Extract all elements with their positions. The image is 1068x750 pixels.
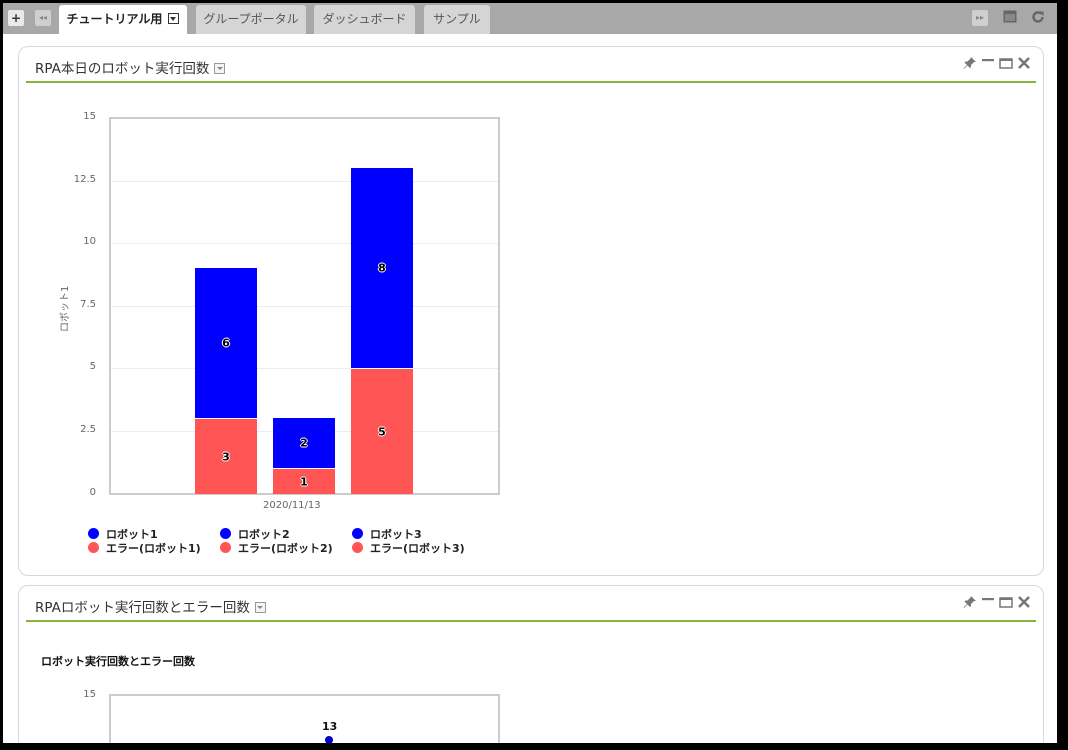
portlet-robot-executions-and-errors: RPAロボット実行回数とエラー回数 ロボット実行回数とエラー回数 15 13 [18, 585, 1044, 743]
refresh-icon [1032, 11, 1044, 23]
portlet-header-divider [26, 81, 1036, 83]
legend-label: ロボット2 [238, 528, 290, 541]
plus-icon: + [10, 11, 22, 25]
portlet-menu-dropdown-icon[interactable] [254, 602, 266, 613]
portlet-title: RPAロボット実行回数とエラー回数 [35, 596, 266, 616]
bar-robot1-errors[interactable]: 3 [195, 418, 257, 494]
y-tick: 15 [83, 689, 96, 700]
gridline [111, 368, 498, 369]
legend-item[interactable]: エラー(ロボット1) [88, 542, 201, 555]
legend-label: エラー(ロボット1) [106, 542, 201, 555]
maximize-icon[interactable] [998, 56, 1013, 71]
tab-tutorial[interactable]: チュートリアル用 [59, 5, 187, 34]
point-value-label: 13 [322, 720, 338, 733]
legend-dot-icon [88, 542, 99, 553]
legend-item[interactable]: エラー(ロボット3) [352, 542, 465, 555]
double-left-arrow-icon: ◂◂ [38, 13, 48, 22]
legend-item[interactable]: ロボット3 [352, 528, 422, 541]
bar-robot3-errors[interactable]: 5 [351, 368, 413, 494]
bar-value-label: 8 [378, 261, 386, 275]
tab-sample[interactable]: サンプル [424, 5, 490, 34]
tab-dashboard[interactable]: ダッシュボード [314, 5, 415, 34]
y-tick: 15 [83, 111, 96, 122]
bar-value-label: 5 [378, 425, 386, 438]
gridline [111, 243, 498, 244]
tab-bar: + ◂◂ チュートリアル用 グループポータル ダッシュボード サンプル ▸▸ [3, 3, 1057, 34]
close-icon[interactable] [1016, 56, 1031, 71]
window-layout-icon [1003, 10, 1017, 23]
pin-icon[interactable] [962, 56, 977, 71]
portlet-controls [962, 594, 1031, 610]
legend-dot-icon [352, 542, 363, 553]
data-point[interactable] [325, 736, 333, 743]
y-tick: 12.5 [73, 174, 96, 185]
legend-label: エラー(ロボット3) [370, 542, 465, 555]
bar-value-label: 2 [300, 436, 308, 450]
legend-label: ロボット3 [370, 528, 422, 541]
bar-robot2-errors[interactable]: 1 [273, 468, 335, 494]
legend-label: エラー(ロボット2) [238, 542, 333, 555]
bar-value-label: 1 [300, 475, 308, 488]
portal-window: + ◂◂ チュートリアル用 グループポータル ダッシュボード サンプル ▸▸ R… [3, 3, 1057, 743]
bar-robot1-executions[interactable]: 6 [195, 268, 257, 418]
legend-item[interactable]: ロボット2 [220, 528, 290, 541]
legend-label: ロボット1 [106, 528, 158, 541]
maximize-icon[interactable] [998, 595, 1013, 610]
portlet-header-divider [26, 620, 1036, 622]
portlet-title-text: RPAロボット実行回数とエラー回数 [35, 600, 250, 616]
tab-label: チュートリアル用 [66, 12, 163, 26]
bar-value-label: 6 [222, 336, 230, 350]
scroll-tabs-right-button[interactable]: ▸▸ [972, 10, 988, 26]
bar-robot2-executions[interactable]: 2 [273, 418, 335, 468]
tab-label: グループポータル [203, 12, 299, 26]
bar-robot3-executions[interactable]: 8 [351, 168, 413, 368]
tab-dropdown-icon[interactable] [168, 13, 180, 24]
legend-dot-icon [220, 542, 231, 553]
y-tick: 2.5 [80, 424, 96, 435]
legend-item[interactable]: ロボット1 [88, 528, 158, 541]
portlet-title: RPA本日のロボット実行回数 [35, 57, 226, 77]
portlet-title-text: RPA本日のロボット実行回数 [35, 61, 210, 77]
chart-title: ロボット実行回数とエラー回数 [41, 655, 195, 668]
legend-dot-icon [88, 528, 99, 539]
x-tick: 2020/11/13 [263, 500, 321, 511]
minimize-icon[interactable] [980, 56, 995, 71]
legend-dot-icon [352, 528, 363, 539]
gridline [111, 306, 498, 307]
bar-value-label: 3 [222, 450, 230, 463]
minimize-icon[interactable] [980, 595, 995, 610]
layout-button[interactable] [1002, 10, 1018, 26]
portlet-robot-executions-today: RPA本日のロボット実行回数 ロボット1 15 12.5 10 7.5 5 2.… [18, 46, 1044, 576]
refresh-button[interactable] [1030, 10, 1046, 26]
double-right-arrow-icon: ▸▸ [975, 13, 985, 22]
scroll-tabs-left-button[interactable]: ◂◂ [35, 10, 51, 26]
tab-label: サンプル [433, 12, 481, 26]
close-icon[interactable] [1016, 595, 1031, 610]
plot-area: 13 [109, 694, 500, 743]
y-tick: 5 [89, 361, 96, 372]
gridline [111, 181, 498, 182]
tab-label: ダッシュボード [322, 12, 407, 26]
plot-area: 6 3 2 1 8 5 [109, 117, 500, 495]
portlet-menu-dropdown-icon[interactable] [214, 63, 226, 74]
portlet-controls [962, 55, 1031, 71]
add-tab-button[interactable]: + [8, 10, 24, 26]
y-tick: 0 [89, 487, 96, 498]
legend-item[interactable]: エラー(ロボット2) [220, 542, 333, 555]
legend-dot-icon [220, 528, 231, 539]
y-tick: 7.5 [80, 299, 96, 310]
y-tick: 10 [83, 236, 96, 247]
pin-icon[interactable] [962, 595, 977, 610]
tab-group-portal[interactable]: グループポータル [196, 5, 306, 34]
